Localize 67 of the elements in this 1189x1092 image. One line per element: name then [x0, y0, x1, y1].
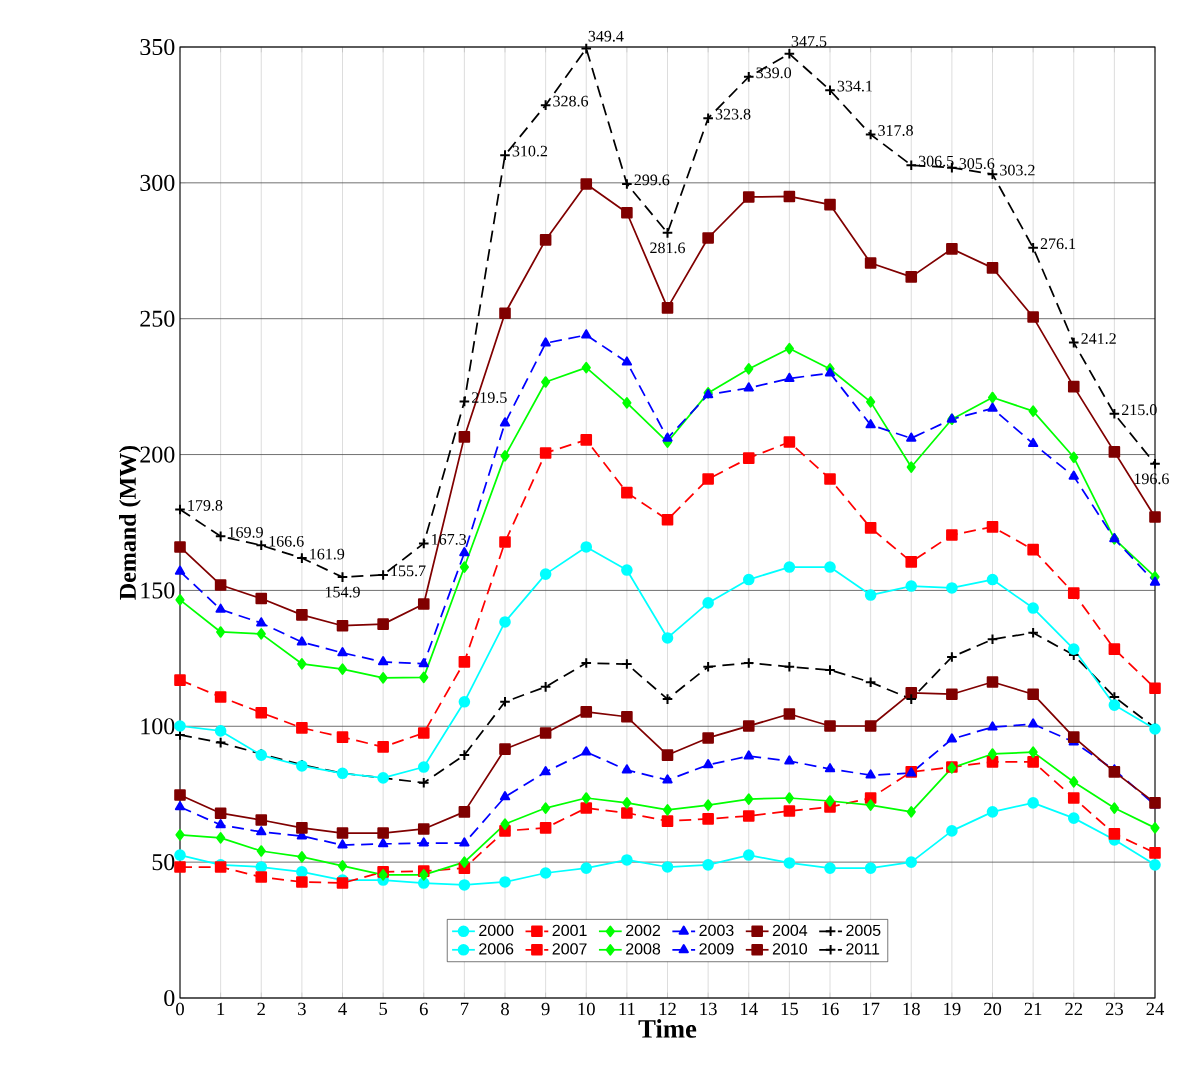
x-tick-label: 3 — [298, 1002, 306, 1016]
legend-label: 2004 — [772, 924, 808, 937]
data-label: 305.6 — [959, 158, 995, 170]
data-label: 154.9 — [325, 586, 360, 598]
y-tick-label: 200 — [140, 446, 175, 463]
legend-label: 2005 — [846, 924, 881, 937]
legend-label: 2002 — [626, 924, 661, 937]
x-tick-label: 5 — [379, 1002, 388, 1016]
legend-label: 2011 — [846, 943, 880, 955]
x-tick-label: 9 — [541, 1002, 550, 1016]
x-tick-label: 24 — [1146, 1002, 1165, 1016]
x-tick-label: 15 — [781, 1002, 798, 1016]
legend-label: 2008 — [626, 943, 661, 955]
legend-label: 2000 — [479, 924, 514, 937]
y-tick-label: 300 — [140, 174, 175, 191]
x-tick-label: 16 — [822, 1002, 839, 1016]
data-label: 161.9 — [310, 548, 345, 560]
x-tick-label: 11 — [619, 1002, 635, 1016]
x-tick-label: 21 — [1024, 1002, 1042, 1016]
legend-label: 2003 — [699, 924, 734, 937]
x-tick-label: 10 — [578, 1002, 595, 1016]
data-label: 166.6 — [269, 535, 304, 547]
x-tick-label: 13 — [700, 1002, 717, 1016]
x-tick-label: 22 — [1065, 1002, 1083, 1016]
x-tick-label: 23 — [1105, 1002, 1123, 1016]
data-label: 276.1 — [1040, 238, 1076, 250]
x-tick-label: 18 — [903, 1002, 920, 1016]
y-tick-label: 350 — [140, 38, 175, 56]
legend-label: 2007 — [552, 943, 587, 955]
x-tick-label: 0 — [176, 1002, 184, 1016]
x-tick-label: 1 — [217, 1002, 225, 1016]
data-label: 339.0 — [756, 67, 792, 79]
x-tick-label: 4 — [338, 1002, 347, 1015]
legend-label: 2001 — [552, 924, 587, 937]
x-tick-label: 17 — [862, 1002, 880, 1016]
x-tick-label: 7 — [460, 1002, 469, 1015]
y-axis-title: Demand (MW) — [119, 445, 141, 600]
y-tick-label: 100 — [141, 718, 175, 735]
x-tick-label: 14 — [741, 1002, 758, 1016]
legend-label: 2010 — [772, 943, 808, 955]
x-tick-label: 12 — [659, 1002, 676, 1016]
data-label: 349.4 — [588, 30, 624, 42]
x-tick-label: 19 — [944, 1002, 961, 1016]
data-label: 310.2 — [512, 145, 548, 157]
data-label: 179.8 — [188, 500, 223, 511]
y-tick-label: 150 — [141, 582, 175, 599]
legend-label: 2006 — [479, 943, 514, 955]
data-label: 169.9 — [228, 526, 263, 538]
data-label: 241.2 — [1081, 333, 1116, 345]
y-tick-label: 250 — [140, 310, 175, 327]
data-label: 299.6 — [634, 174, 670, 186]
data-label: 317.8 — [878, 125, 913, 136]
x-tick-label: 2 — [257, 1002, 265, 1016]
x-tick-label: 8 — [501, 1002, 509, 1016]
x-tick-label: 6 — [419, 1002, 428, 1016]
data-label: 347.5 — [791, 36, 827, 47]
data-label: 303.2 — [1000, 164, 1035, 176]
data-label: 306.5 — [918, 155, 954, 167]
legend-label: 2009 — [699, 943, 734, 955]
y-tick-label: 50 — [152, 854, 175, 871]
data-label: 155.7 — [391, 565, 426, 577]
x-axis-title: Time — [638, 1019, 697, 1038]
x-tick-label: 20 — [983, 1002, 1002, 1016]
data-label: 334.1 — [837, 80, 872, 92]
data-label: 323.8 — [715, 108, 751, 120]
data-label: 328.6 — [553, 95, 589, 107]
data-label: 281.6 — [650, 242, 686, 254]
